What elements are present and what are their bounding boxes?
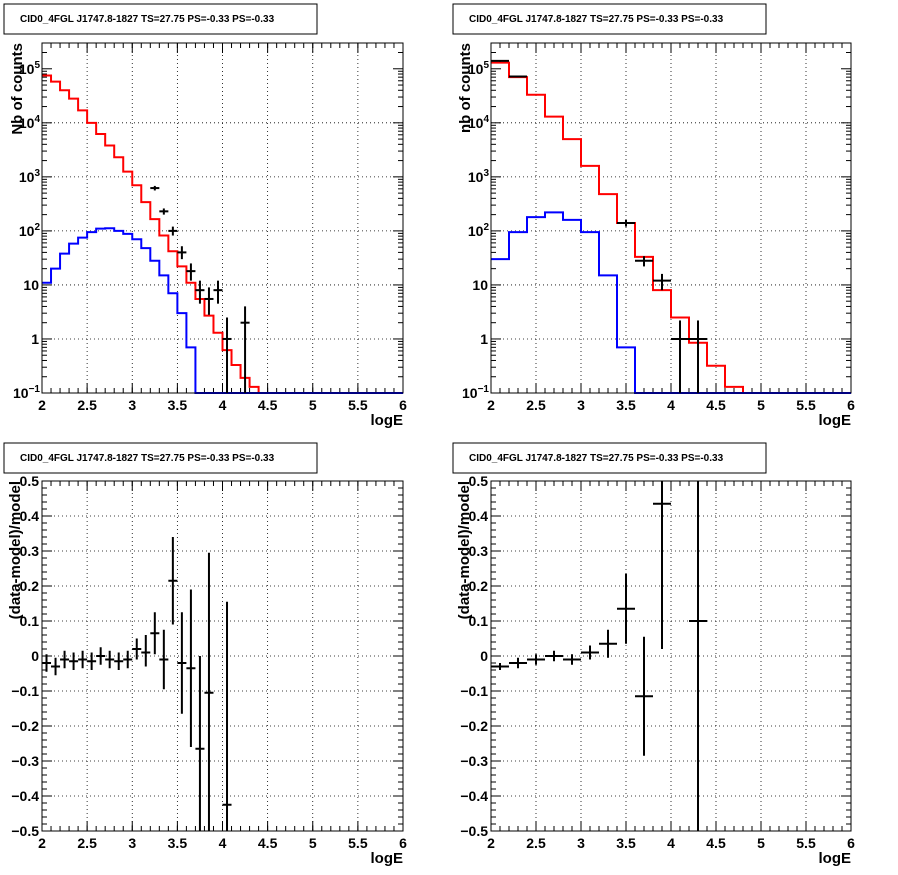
y-tick-label: 0.5 bbox=[20, 473, 40, 489]
x-tick-label: 5.5 bbox=[796, 835, 816, 851]
y-tick-label: 102 bbox=[19, 222, 41, 239]
x-tick-label: 3 bbox=[128, 397, 136, 413]
x-tick-label: 6 bbox=[399, 397, 407, 413]
x-tick-label: 3.5 bbox=[168, 397, 188, 413]
x-tick-label: 3 bbox=[577, 397, 585, 413]
y-tick-label: 1 bbox=[480, 331, 488, 347]
y-tick-label: 0.1 bbox=[469, 613, 489, 629]
x-tick-label: 4 bbox=[219, 397, 227, 413]
y-tick-label: 0.4 bbox=[20, 508, 40, 524]
x-tick-label: 4 bbox=[667, 835, 675, 851]
y-tick-label: 0 bbox=[31, 648, 39, 664]
title-box bbox=[3, 442, 318, 474]
chart-panel-bottom-left: 2 2.5 3 3.5 4 4.5 5 5.5 6 −0.5 −0.4 −0.3 −0.2 −0.1 0 0.… bbox=[3, 442, 407, 867]
y-tick-label: 103 bbox=[19, 168, 41, 185]
y-tick-label: 0.5 bbox=[469, 473, 489, 489]
x-tick-label: 4 bbox=[219, 835, 227, 851]
y-tick-label: 105 bbox=[19, 60, 41, 77]
y-tick-label: 104 bbox=[19, 114, 41, 131]
plot-frame bbox=[41, 42, 404, 394]
x-tick-label: 3 bbox=[128, 835, 136, 851]
y-axis-label: (data-model)/model bbox=[456, 481, 473, 619]
y-tick-label: −0.1 bbox=[11, 683, 39, 699]
y-tick-label: 104 bbox=[468, 114, 490, 131]
y-tick-label: −0.1 bbox=[460, 683, 488, 699]
y-axis-label: Nb of counts bbox=[9, 43, 26, 135]
y-tick-label: 1 bbox=[31, 331, 39, 347]
y-tick-label: 103 bbox=[468, 168, 490, 185]
x-tick-label: 2 bbox=[487, 835, 495, 851]
y-tick-label: 0.3 bbox=[20, 543, 40, 559]
x-tick-label: 5.5 bbox=[796, 397, 816, 413]
x-axis-label: logE bbox=[371, 850, 404, 867]
x-axis-label: logE bbox=[371, 412, 404, 429]
y-tick-label: −0.5 bbox=[11, 823, 39, 839]
x-tick-label: 4.5 bbox=[258, 397, 278, 413]
plot-frame bbox=[490, 480, 852, 832]
y-tick-label: −0.2 bbox=[460, 718, 488, 734]
x-tick-label: 2.5 bbox=[77, 835, 97, 851]
x-tick-label: 5.5 bbox=[348, 835, 368, 851]
x-tick-label: 3.5 bbox=[168, 835, 188, 851]
y-tick-label: −0.5 bbox=[460, 823, 488, 839]
y-tick-label: 0.1 bbox=[20, 613, 40, 629]
chart-panel-top-right: 2 2.5 3 3.5 4 4.5 5 5.5 6 10−1 1 10 102 103 104 105 logE… bbox=[452, 3, 855, 429]
chart-title: CID0_4FGL J1747.8-1827 TS=27.75 PS=-0.33… bbox=[20, 453, 275, 464]
x-tick-label: 3.5 bbox=[616, 397, 636, 413]
x-tick-label: 5 bbox=[309, 397, 317, 413]
y-tick-label: −0.2 bbox=[11, 718, 39, 734]
y-tick-label: −0.3 bbox=[460, 753, 488, 769]
chart-panel-bottom-right: 2 2.5 3 3.5 4 4.5 5 5.5 6 −0.5 −0.4 −0.3 −0.2 −0.1 0 0.… bbox=[452, 442, 855, 867]
y-tick-label: 0.2 bbox=[20, 578, 40, 594]
x-tick-label: 6 bbox=[847, 397, 855, 413]
x-tick-label: 2 bbox=[38, 397, 46, 413]
y-tick-label: 0 bbox=[480, 648, 488, 664]
y-tick-label: 10 bbox=[23, 277, 39, 293]
x-tick-label: 5 bbox=[757, 835, 765, 851]
y-tick-label: 0.3 bbox=[469, 543, 489, 559]
y-tick-label: 10−1 bbox=[13, 384, 40, 401]
x-tick-label: 4.5 bbox=[258, 835, 278, 851]
x-tick-label: 6 bbox=[847, 835, 855, 851]
y-tick-label: 10−1 bbox=[462, 384, 489, 401]
title-box bbox=[452, 442, 767, 474]
chart-title: CID0_4FGL J1747.8-1827 TS=27.75 PS=-0.33… bbox=[469, 453, 724, 464]
x-tick-label: 2 bbox=[38, 835, 46, 851]
x-tick-label: 5.5 bbox=[348, 397, 368, 413]
x-tick-label: 5 bbox=[309, 835, 317, 851]
y-tick-label: 0.4 bbox=[469, 508, 489, 524]
y-tick-label: 102 bbox=[468, 222, 490, 239]
x-tick-label: 4.5 bbox=[706, 397, 726, 413]
y-tick-label: −0.4 bbox=[460, 788, 488, 804]
y-tick-label: −0.3 bbox=[11, 753, 39, 769]
title-box bbox=[452, 3, 767, 35]
y-tick-label: 10 bbox=[472, 277, 488, 293]
x-tick-label: 4 bbox=[667, 397, 675, 413]
x-tick-label: 6 bbox=[399, 835, 407, 851]
x-tick-label: 3 bbox=[577, 835, 585, 851]
x-axis-label: logE bbox=[819, 412, 852, 429]
y-tick-label: −0.4 bbox=[11, 788, 39, 804]
y-tick-label: 105 bbox=[468, 60, 490, 77]
plot-frame bbox=[41, 480, 404, 832]
series-step-line-1 bbox=[42, 227, 403, 394]
y-axis-label: nb of counts bbox=[457, 43, 474, 133]
plot-frame bbox=[490, 42, 852, 394]
x-tick-label: 3.5 bbox=[616, 835, 636, 851]
x-tick-label: 4.5 bbox=[706, 835, 726, 851]
x-tick-label: 2.5 bbox=[526, 835, 546, 851]
chart-title: CID0_4FGL J1747.8-1827 TS=27.75 PS=-0.33… bbox=[20, 14, 275, 25]
y-axis-label: (data-model)/model bbox=[7, 481, 24, 619]
x-tick-label: 2.5 bbox=[526, 397, 546, 413]
x-tick-label: 2.5 bbox=[77, 397, 97, 413]
chart-panel-top-left: 2 2.5 3 3.5 4 4.5 5 5.5 6 10−1 1 10 102 103 104 105 logE… bbox=[3, 3, 407, 429]
x-tick-label: 2 bbox=[487, 397, 495, 413]
y-tick-label: 0.2 bbox=[469, 578, 489, 594]
title-box bbox=[3, 3, 318, 35]
x-tick-label: 5 bbox=[757, 397, 765, 413]
x-axis-label: logE bbox=[819, 850, 852, 867]
chart-title: CID0_4FGL J1747.8-1827 TS=27.75 PS=-0.33… bbox=[469, 14, 724, 25]
